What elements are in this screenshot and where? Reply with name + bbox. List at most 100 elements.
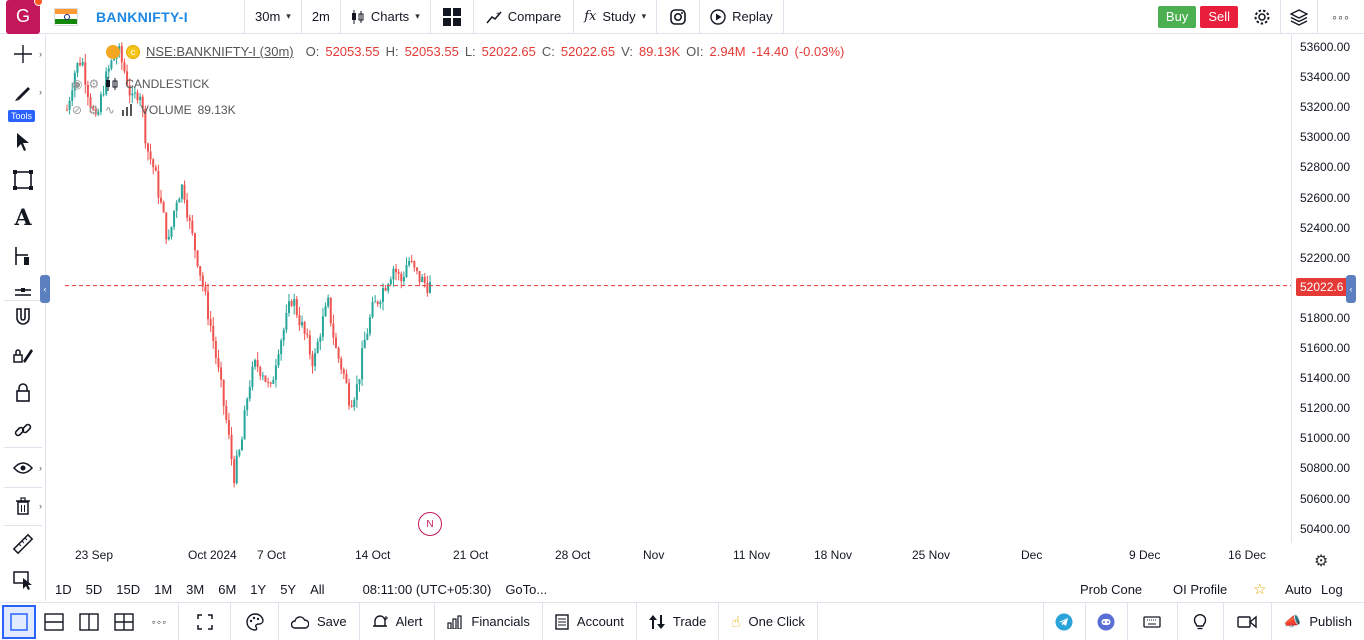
study-button[interactable]: fx Study ▾	[584, 9, 647, 24]
app-logo[interactable]: G	[6, 0, 43, 34]
text-icon[interactable]: A	[14, 205, 32, 231]
candle-body	[120, 46, 123, 63]
time-tick-label: Dec	[1021, 548, 1043, 562]
price-chart[interactable]	[47, 35, 1291, 543]
more-icon[interactable]: ◦◦◦	[1332, 8, 1350, 25]
candle-body	[107, 68, 110, 72]
one-click-button[interactable]: ☝ One Click	[719, 602, 818, 640]
compare-button[interactable]: + Compare	[474, 0, 573, 34]
candle-body	[131, 93, 134, 96]
auto-scale-button[interactable]: Auto	[1285, 582, 1312, 597]
discord-icon[interactable]	[1086, 602, 1128, 640]
palette-icon[interactable]	[231, 602, 279, 640]
telegram-icon[interactable]	[1044, 602, 1086, 640]
financials-button[interactable]: Financials	[435, 602, 543, 640]
price-axis[interactable]: 53600.00 53400.00 53200.00 53000.00 52800.00…	[1291, 35, 1364, 543]
price-tick-label: 53200.00	[1300, 100, 1351, 115]
legend-symbol[interactable]: NSE:BANKNIFTY-I (30m)	[146, 44, 294, 59]
range-6m[interactable]: 6M	[218, 581, 237, 597]
range-1y[interactable]: 1Y	[250, 581, 267, 597]
candle-body	[293, 299, 296, 306]
range-5d[interactable]: 5D	[85, 581, 103, 597]
magnet-icon[interactable]	[0, 300, 46, 334]
measure-icon[interactable]	[0, 239, 46, 273]
interval-button[interactable]: 30m ▾	[255, 9, 291, 24]
layout-2-cols-icon[interactable]	[71, 603, 106, 640]
range-1m[interactable]: 1M	[154, 581, 173, 597]
sell-button[interactable]: Sell	[1200, 5, 1238, 28]
candle-body	[79, 62, 82, 66]
range-5y[interactable]: 5Y	[280, 581, 297, 597]
link-icon[interactable]	[0, 413, 46, 447]
candle-body	[324, 306, 327, 317]
rectangle-icon[interactable]	[0, 163, 46, 197]
time-tick-label: 14 Oct	[355, 548, 391, 562]
buy-button[interactable]: Buy	[1157, 5, 1197, 28]
candle-body	[193, 233, 196, 251]
more-layouts-icon[interactable]: ◦◦◦	[141, 602, 179, 640]
star-icon[interactable]: ☆	[1253, 581, 1267, 598]
log-scale-button[interactable]: Log	[1321, 582, 1343, 597]
layers-icon[interactable]	[1281, 0, 1317, 34]
range-all[interactable]: All	[310, 581, 325, 597]
eye-icon[interactable]: ›	[0, 451, 46, 485]
left-drawing-toolbar: › › Tools A › ›	[0, 35, 46, 601]
range-1d[interactable]: 1D	[55, 581, 72, 597]
keyboard-icon[interactable]	[1128, 602, 1178, 640]
right-collapse-handle[interactable]: ‹	[1346, 275, 1356, 303]
layout-single-button[interactable]	[2, 604, 36, 639]
range-3m[interactable]: 3M	[186, 581, 205, 597]
eye-icon[interactable]: ◉	[72, 77, 83, 91]
candle-body	[105, 71, 108, 95]
account-button[interactable]: Account	[543, 602, 637, 640]
layout-2-rows-icon[interactable]	[36, 603, 71, 640]
news-badge[interactable]: N	[418, 512, 442, 536]
gear-icon[interactable]: ⚙	[88, 103, 99, 117]
lock-draw-icon[interactable]	[0, 337, 46, 371]
candle-body	[160, 197, 163, 203]
lightbulb-icon[interactable]	[1178, 602, 1224, 640]
replay-button[interactable]: Replay	[700, 0, 782, 34]
video-camera-icon[interactable]	[1224, 602, 1272, 640]
charts-button[interactable]: Charts ▾	[341, 0, 430, 34]
prob-cone-button[interactable]: Prob Cone	[1080, 582, 1143, 597]
goto-button[interactable]: GoTo...	[505, 581, 548, 597]
trash-icon[interactable]: ›	[0, 489, 46, 523]
horizontal-lines-icon[interactable]	[0, 275, 46, 309]
symbol-search[interactable]: BANKNIFTY-I	[96, 8, 188, 25]
pencil-icon[interactable]: ›	[0, 75, 46, 109]
cursor-icon[interactable]	[0, 125, 46, 159]
document-icon	[555, 613, 569, 630]
time-axis[interactable]: 23 Sep Oct 2024 7 Oct 14 Oct 21 Oct 28 Oct Nov…	[47, 543, 1291, 565]
ruler-icon[interactable]	[0, 527, 46, 561]
candle-body	[267, 381, 270, 383]
candle-body	[287, 301, 290, 313]
alert-button[interactable]: Alert	[360, 602, 436, 640]
layout-4-grid-icon[interactable]	[106, 603, 141, 640]
lock-icon[interactable]	[0, 375, 46, 409]
clock-time[interactable]: 08:11:00 (UTC+05:30)	[362, 581, 492, 597]
trade-button[interactable]: Trade	[637, 602, 720, 640]
gear-icon[interactable]	[1244, 0, 1280, 34]
interval-2m-button[interactable]: 2m	[311, 9, 330, 24]
layout-grid-button[interactable]	[431, 0, 473, 34]
candle-body	[384, 288, 387, 291]
time-tick-label: 7 Oct	[257, 548, 286, 562]
candle-body	[233, 459, 236, 484]
instagram-icon[interactable]	[657, 0, 699, 34]
gear-icon[interactable]: ⚙	[88, 77, 100, 91]
bar-chart-icon	[447, 614, 462, 629]
candle-body	[110, 60, 113, 69]
eye-off-icon[interactable]: ⊘	[72, 103, 83, 117]
screenshot-icon[interactable]	[0, 563, 46, 597]
candle-body	[306, 333, 309, 336]
range-15d[interactable]: 15D	[116, 581, 141, 597]
publish-button[interactable]: 📣 Publish	[1283, 613, 1352, 629]
ohlc-legend: c NSE:BANKNIFTY-I (30m) O: 52053.55 H: 520…	[106, 44, 844, 59]
oi-profile-button[interactable]: OI Profile	[1173, 582, 1228, 597]
chart-settings-gear-icon[interactable]: ⚙	[1314, 553, 1329, 570]
fullscreen-icon[interactable]	[179, 602, 231, 640]
left-collapse-handle[interactable]: ‹	[40, 275, 50, 303]
crosshair-icon[interactable]: ›	[14, 45, 42, 63]
save-button[interactable]: Save	[279, 602, 360, 640]
